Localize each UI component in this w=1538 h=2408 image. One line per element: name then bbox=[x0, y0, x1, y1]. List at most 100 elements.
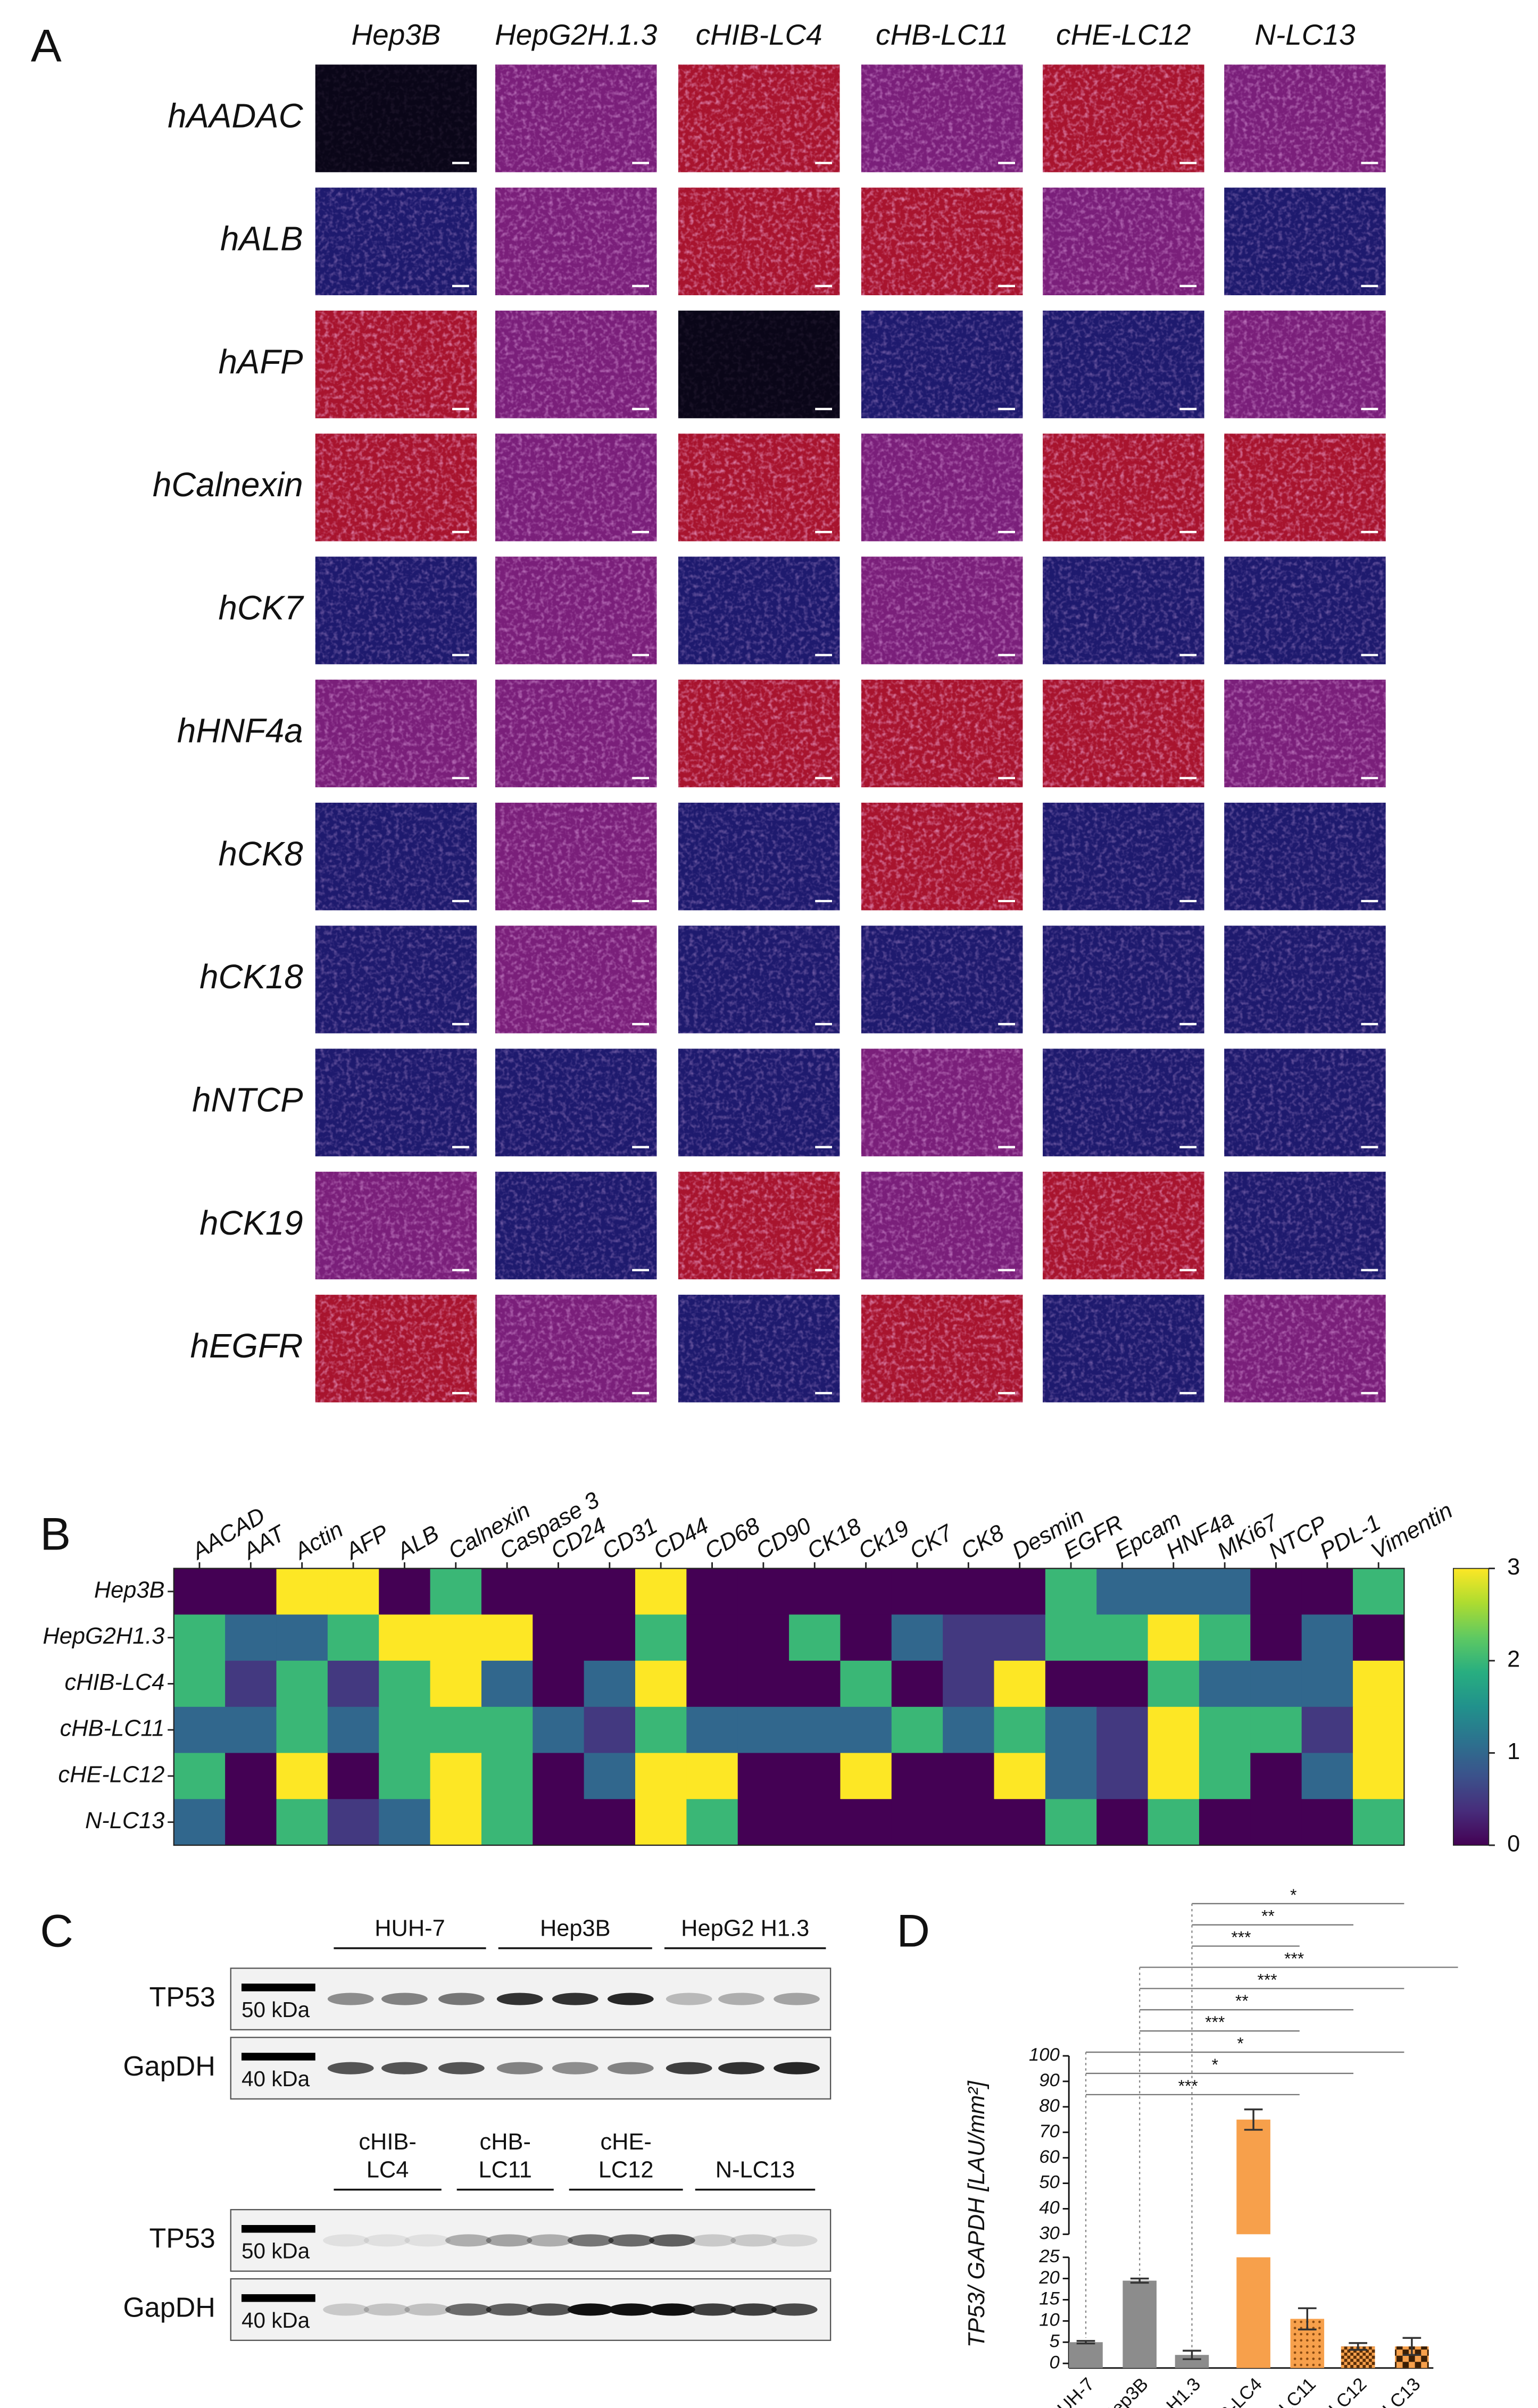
band bbox=[438, 1993, 485, 2005]
heatmap-cell bbox=[225, 1661, 277, 1707]
y-tick-label: 40 bbox=[1039, 2198, 1060, 2218]
y-tick-label: 10 bbox=[1039, 2310, 1060, 2330]
heatmap-cell bbox=[943, 1614, 995, 1661]
heatmap-cell bbox=[1250, 1614, 1302, 1661]
band bbox=[567, 2303, 614, 2316]
heatmap-frame bbox=[173, 1568, 1405, 1846]
heatmap-cell bbox=[1199, 1614, 1251, 1661]
row-label: hCK7 bbox=[219, 589, 305, 627]
heatmap-cell bbox=[533, 1799, 585, 1846]
column-label: cHIB-LC4 bbox=[696, 18, 822, 51]
heatmap-cell bbox=[379, 1661, 431, 1707]
blot-row-label: TP53 bbox=[149, 2223, 215, 2254]
heatmap-cell bbox=[533, 1661, 585, 1707]
heatmap-cell bbox=[686, 1614, 738, 1661]
heatmap-cell bbox=[994, 1614, 1046, 1661]
significance-label: * bbox=[1237, 2034, 1243, 2053]
heatmap-cell bbox=[379, 1706, 431, 1754]
heatmap-cell bbox=[584, 1753, 636, 1800]
heatmap-cell bbox=[789, 1706, 841, 1754]
micrograph-texture bbox=[495, 64, 657, 172]
heatmap-row-label: cHB-LC11 bbox=[60, 1716, 165, 1742]
heatmap-cell bbox=[891, 1799, 944, 1846]
heatmap-cell bbox=[994, 1661, 1046, 1707]
heatmap-cell bbox=[276, 1568, 328, 1615]
heatmap-cell bbox=[994, 1706, 1046, 1754]
row-label: hNTCP bbox=[192, 1081, 303, 1119]
micrograph-texture bbox=[678, 1171, 840, 1280]
significance-label: * bbox=[1290, 1885, 1296, 1904]
heatmap-cell bbox=[1353, 1706, 1405, 1754]
micrograph-texture bbox=[678, 926, 840, 1034]
heatmap-cell bbox=[1148, 1568, 1200, 1615]
band bbox=[567, 2234, 614, 2247]
heatmap-cell bbox=[943, 1799, 995, 1846]
band bbox=[649, 2303, 695, 2316]
micrograph-texture bbox=[495, 1171, 657, 1280]
heatmap-cell bbox=[1148, 1661, 1200, 1707]
micrograph-texture bbox=[315, 803, 477, 911]
heatmap-cell bbox=[1250, 1753, 1302, 1800]
heatmap-cell bbox=[1148, 1706, 1200, 1754]
band bbox=[718, 1993, 764, 2005]
heatmap-row-label: Hep3B bbox=[94, 1577, 165, 1603]
heatmap-cell bbox=[1301, 1706, 1353, 1754]
micrograph-texture bbox=[495, 1048, 657, 1156]
heatmap-cell bbox=[173, 1706, 226, 1754]
micrograph-texture bbox=[495, 679, 657, 788]
heatmap-cell bbox=[737, 1661, 789, 1707]
heatmap-cell bbox=[430, 1706, 482, 1754]
micrograph-texture bbox=[495, 310, 657, 419]
heatmap-cell bbox=[584, 1568, 636, 1615]
heatmap-cell bbox=[430, 1614, 482, 1661]
micrograph-texture bbox=[495, 803, 657, 911]
band bbox=[496, 2062, 543, 2074]
heatmap-cell bbox=[225, 1568, 277, 1615]
heatmap-cell bbox=[635, 1706, 687, 1754]
heatmap-cell bbox=[1250, 1661, 1302, 1707]
heatmap-cell bbox=[789, 1753, 841, 1800]
heatmap-cell bbox=[1301, 1614, 1353, 1661]
micrograph-texture bbox=[1224, 926, 1386, 1034]
row-label: hEGFR bbox=[190, 1327, 303, 1365]
heatmap-cell bbox=[1096, 1799, 1149, 1846]
band bbox=[689, 2303, 736, 2316]
significance-label: *** bbox=[1284, 1948, 1304, 1968]
blot-strip bbox=[230, 2209, 832, 2272]
band bbox=[666, 1993, 712, 2005]
heatmap-cell bbox=[840, 1753, 892, 1800]
band bbox=[381, 2062, 428, 2074]
band bbox=[486, 2234, 533, 2247]
band bbox=[496, 1993, 543, 2005]
significance-label: ** bbox=[1235, 1991, 1249, 2010]
micrograph-texture bbox=[1043, 64, 1204, 172]
y-tick-label: 50 bbox=[1039, 2172, 1060, 2193]
band bbox=[607, 2062, 654, 2074]
micrograph-texture bbox=[861, 1295, 1023, 1403]
heatmap-cell bbox=[686, 1661, 738, 1707]
column-label: N-LC13 bbox=[1254, 18, 1356, 51]
heatmap-cell bbox=[840, 1661, 892, 1707]
micrograph-texture bbox=[861, 64, 1023, 172]
heatmap-cell bbox=[173, 1799, 226, 1846]
micrograph-texture bbox=[1043, 926, 1204, 1034]
heatmap-cell bbox=[635, 1568, 687, 1615]
heatmap-cell bbox=[635, 1661, 687, 1707]
band bbox=[666, 2062, 712, 2074]
band bbox=[730, 2303, 777, 2316]
column-label: Hep3B bbox=[352, 18, 441, 51]
band bbox=[327, 1993, 374, 2005]
micrograph-texture bbox=[861, 1171, 1023, 1280]
heatmap-cell bbox=[276, 1799, 328, 1846]
heatmap-cell bbox=[737, 1614, 789, 1661]
heatmap-cell bbox=[840, 1799, 892, 1846]
marker-bar bbox=[241, 1984, 315, 1992]
micrograph-texture bbox=[1043, 556, 1204, 664]
heatmap-cell bbox=[891, 1568, 944, 1615]
colorbar-tick-label: 3 bbox=[1507, 1554, 1520, 1580]
heatmap-cell bbox=[1096, 1706, 1149, 1754]
heatmap-cell bbox=[327, 1799, 380, 1846]
heatmap-cell bbox=[173, 1614, 226, 1661]
micrograph-texture bbox=[1224, 803, 1386, 911]
